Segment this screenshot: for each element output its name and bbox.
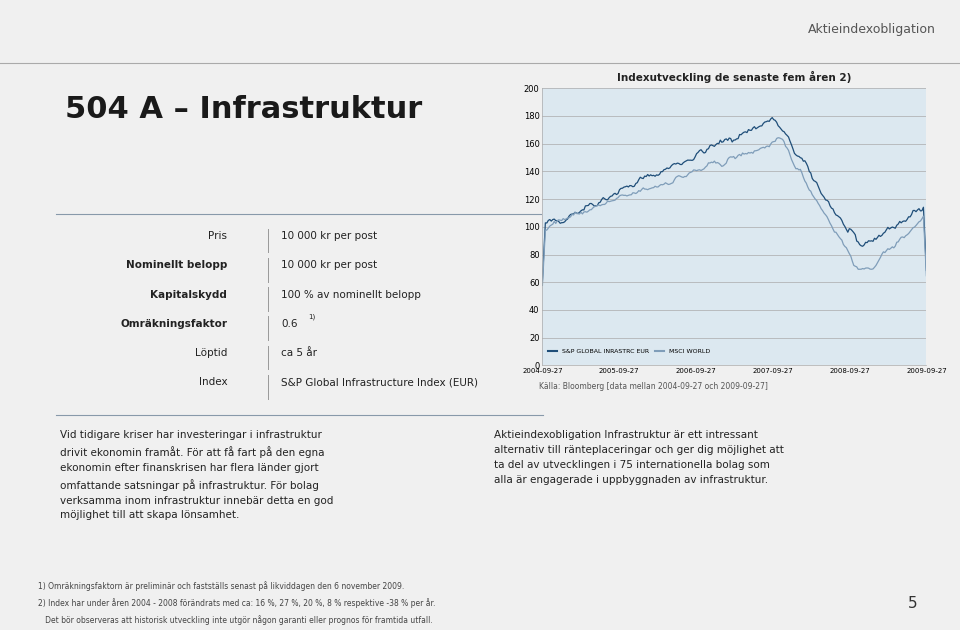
Text: ca 5 år: ca 5 år — [281, 348, 318, 358]
Text: 1): 1) — [308, 314, 316, 321]
S&P GLOBAL INRASTRC EUR — [591, 202, 603, 210]
Line: MSCI WORLD: MSCI WORLD — [542, 138, 926, 285]
Text: 2) Index har under åren 2004 - 2008 förändrats med ca: 16 %, 27 %, 20 %, 8 % res: 2) Index har under åren 2004 - 2008 förä… — [37, 598, 435, 608]
Legend: S&P GLOBAL INRASTRC EUR, MSCI WORLD: S&P GLOBAL INRASTRC EUR, MSCI WORLD — [545, 346, 712, 357]
MSCI WORLD — [773, 134, 784, 142]
MSCI WORLD — [697, 166, 708, 173]
Text: Källa: Bloomberg [data mellan 2004-09-27 och 2009-09-27]: Källa: Bloomberg [data mellan 2004-09-27… — [539, 382, 768, 391]
Text: Löptid: Löptid — [195, 348, 228, 358]
Text: Index: Index — [199, 377, 228, 387]
S&P GLOBAL INRASTRC EUR — [921, 266, 932, 274]
MSCI WORLD — [904, 227, 916, 235]
Text: Vid tidigare kriser har investeringar i infrastruktur
drivit ekonomin framåt. Fö: Vid tidigare kriser har investeringar i … — [60, 430, 334, 520]
MSCI WORLD — [537, 282, 548, 289]
Title: Indexutveckling de senaste fem åren 2): Indexutveckling de senaste fem åren 2) — [617, 71, 852, 83]
S&P GLOBAL INRASTRC EUR — [698, 149, 709, 157]
Text: 100 % av nominellt belopp: 100 % av nominellt belopp — [281, 290, 421, 300]
Text: Kapitalskydd: Kapitalskydd — [151, 290, 228, 300]
Text: 504 A – Infrastruktur: 504 A – Infrastruktur — [65, 95, 422, 124]
Text: 0.6: 0.6 — [281, 319, 298, 329]
Text: Aktieindexobligation Infrastruktur är ett intressant
alternativ till ränteplacer: Aktieindexobligation Infrastruktur är et… — [493, 430, 783, 484]
S&P GLOBAL INRASTRC EUR — [766, 114, 778, 122]
MSCI WORLD — [583, 207, 594, 215]
MSCI WORLD — [591, 202, 603, 209]
Text: Pris: Pris — [208, 231, 228, 241]
S&P GLOBAL INRASTRC EUR — [848, 229, 859, 236]
Text: S&P Global Infrastructure Index (EUR): S&P Global Infrastructure Index (EUR) — [281, 377, 478, 387]
Text: 5: 5 — [908, 596, 918, 610]
Text: Omräkningsfaktor: Omräkningsfaktor — [120, 319, 228, 329]
Line: S&P GLOBAL INRASTRC EUR: S&P GLOBAL INRASTRC EUR — [542, 118, 926, 281]
MSCI WORLD — [698, 165, 709, 173]
Text: Aktieindexobligation: Aktieindexobligation — [808, 23, 936, 36]
Text: 1) Omräkningsfaktorn är preliminär och fastställs senast på likviddagen den 6 no: 1) Omräkningsfaktorn är preliminär och f… — [37, 581, 404, 590]
S&P GLOBAL INRASTRC EUR — [697, 148, 708, 156]
Text: 10 000 kr per post: 10 000 kr per post — [281, 260, 377, 270]
S&P GLOBAL INRASTRC EUR — [537, 277, 548, 285]
MSCI WORLD — [848, 261, 859, 269]
S&P GLOBAL INRASTRC EUR — [583, 202, 594, 209]
Text: Det bör observeras att historisk utveckling inte utgör någon garanti eller progn: Det bör observeras att historisk utveckl… — [37, 615, 433, 625]
MSCI WORLD — [921, 272, 932, 280]
S&P GLOBAL INRASTRC EUR — [904, 213, 916, 220]
Text: 10 000 kr per post: 10 000 kr per post — [281, 231, 377, 241]
Text: Nominellt belopp: Nominellt belopp — [126, 260, 228, 270]
